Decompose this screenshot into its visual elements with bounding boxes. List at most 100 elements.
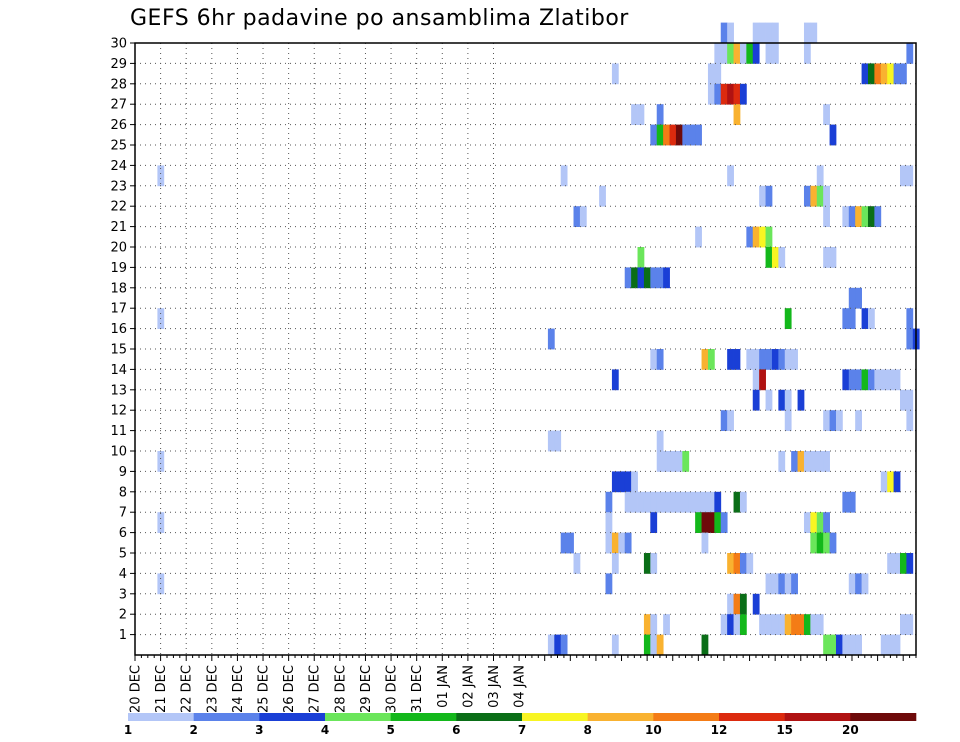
heatmap-cell (752, 22, 760, 44)
heatmap-cell (823, 247, 830, 268)
heatmap-cell (746, 43, 754, 64)
heatmap-cell (720, 512, 728, 533)
heatmap-cell (701, 349, 709, 370)
heatmap-cell (720, 614, 728, 635)
legend-label: 20 (842, 723, 859, 737)
heatmap-cell (765, 614, 773, 635)
heatmap-cell (867, 369, 875, 391)
heatmap-cell (637, 267, 645, 289)
legend-label: 7 (518, 723, 526, 737)
y-tick-label: 2 (119, 608, 127, 623)
heatmap-cell (874, 369, 882, 391)
heatmap-cell (855, 287, 862, 309)
heatmap-cell (733, 43, 741, 64)
heatmap-cell (759, 369, 766, 391)
heatmap-cell (682, 124, 690, 146)
heatmap-cell (848, 634, 856, 656)
heatmap-cell (752, 349, 760, 370)
heatmap-cell (752, 226, 760, 248)
heatmap-cell (861, 369, 869, 391)
heatmap-cell (771, 22, 779, 44)
heatmap-cell (848, 491, 856, 513)
heatmap-cell (573, 206, 581, 227)
legend-label: 6 (452, 723, 460, 737)
x-tick-label: 31 DEC (410, 665, 425, 713)
heatmap-cell (906, 328, 914, 350)
heatmap-cell (784, 410, 792, 431)
y-tick-label: 14 (110, 363, 127, 378)
heatmap-cell (855, 410, 862, 431)
heatmap-cell (631, 471, 638, 493)
legend-label: 8 (583, 723, 591, 737)
heatmap-cell (835, 634, 843, 656)
heatmap-cell (803, 614, 811, 635)
heatmap-cell (816, 532, 824, 554)
y-tick-label: 23 (110, 179, 127, 194)
heatmap-cell (887, 471, 894, 493)
x-tick-label: 04 JAN (513, 665, 528, 708)
heatmap-cell (650, 267, 658, 289)
heatmap-cell (861, 206, 869, 227)
heatmap-cell (791, 614, 798, 635)
y-tick-label: 22 (110, 200, 127, 215)
heatmap-cell (624, 471, 632, 493)
heatmap-cell (797, 389, 805, 411)
heatmap-cell (656, 491, 664, 513)
heatmap-cell (771, 573, 779, 595)
heatmap-cell (650, 349, 658, 370)
heatmap-cell (848, 369, 856, 391)
heatmap-cell (157, 451, 165, 472)
heatmap-cell (746, 226, 754, 248)
legend-swatch (456, 713, 523, 721)
x-tick-label: 01 JAN (436, 665, 451, 708)
heatmap-cell (784, 389, 792, 411)
heatmap-cell (720, 22, 728, 44)
heatmap-cell (791, 573, 798, 595)
heatmap-cell (855, 369, 862, 391)
heatmap-cell (855, 634, 862, 656)
y-tick-label: 16 (110, 322, 127, 337)
heatmap-cell (707, 491, 715, 513)
heatmap-cell (650, 512, 658, 533)
heatmap-cell (624, 267, 632, 289)
heatmap-cell (803, 22, 811, 44)
heatmap-cell (682, 451, 690, 472)
heatmap-cell (899, 165, 907, 187)
heatmap-cell (611, 63, 619, 85)
heatmap-cell (669, 124, 677, 146)
heatmap-cell (893, 63, 901, 85)
heatmap-cell (861, 573, 869, 595)
x-tick-label: 28 DEC (333, 665, 348, 713)
heatmap-cell (618, 471, 626, 493)
heatmap-cell (867, 206, 875, 227)
heatmap-cell (599, 185, 606, 207)
heatmap-cell (727, 349, 734, 370)
heatmap-cell (778, 614, 786, 635)
heatmap-cell (816, 451, 824, 472)
heatmap-cell (727, 553, 734, 574)
y-tick-label: 21 (110, 220, 127, 235)
heatmap-cell (759, 185, 766, 207)
heatmap-cell (835, 410, 843, 431)
heatmap-cell (829, 634, 837, 656)
heatmap-cell (547, 430, 555, 452)
heatmap-cell (861, 308, 869, 329)
heatmap-cell (816, 512, 824, 533)
legend-label: 1 (124, 723, 132, 737)
legend-label: 4 (321, 723, 329, 737)
heatmap-cell (899, 389, 907, 411)
heatmap-cell (643, 491, 651, 513)
heatmap-cell (771, 247, 779, 268)
y-tick-label: 9 (119, 465, 127, 480)
heatmap-cell (810, 185, 818, 207)
heatmap-cell (605, 512, 613, 533)
heatmap-cell (759, 614, 766, 635)
y-tick-label: 24 (110, 159, 127, 174)
heatmap-cell (803, 43, 811, 64)
heatmap-cell (765, 573, 773, 595)
heatmap-cell (810, 532, 818, 554)
y-tick-label: 8 (119, 485, 127, 500)
heatmap-cell (823, 451, 830, 472)
heatmap-cell (906, 389, 914, 411)
